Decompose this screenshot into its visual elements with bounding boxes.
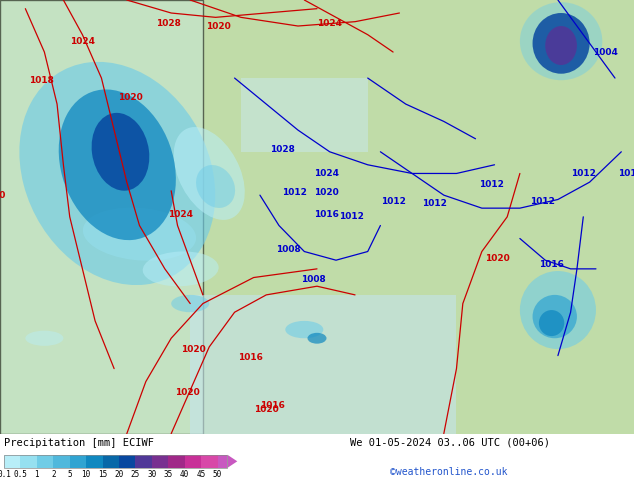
Bar	[119, 455, 136, 468]
Ellipse shape	[520, 2, 602, 80]
Bar	[103, 455, 119, 468]
Text: 1016: 1016	[314, 210, 339, 219]
Text: 1012: 1012	[618, 169, 634, 178]
Bar	[217, 455, 228, 468]
Text: 1008: 1008	[301, 275, 327, 284]
Ellipse shape	[285, 321, 323, 338]
Text: 1024: 1024	[317, 19, 342, 28]
Ellipse shape	[59, 90, 176, 240]
Bar	[86, 455, 103, 468]
Text: 50: 50	[213, 470, 222, 479]
Bar	[152, 455, 168, 468]
Text: 0.1: 0.1	[0, 470, 11, 479]
Text: 25: 25	[131, 470, 140, 479]
Ellipse shape	[91, 113, 150, 191]
Text: 1: 1	[34, 470, 39, 479]
Text: 1012: 1012	[380, 197, 406, 206]
Text: 1020: 1020	[174, 388, 200, 397]
Text: 20: 20	[114, 470, 124, 479]
Text: 1008: 1008	[276, 245, 301, 254]
Polygon shape	[228, 455, 237, 468]
Text: 10: 10	[82, 470, 91, 479]
Text: 1020: 1020	[485, 253, 510, 263]
Text: 15: 15	[98, 470, 107, 479]
Text: 35: 35	[164, 470, 173, 479]
Bar	[168, 455, 184, 468]
Bar	[37, 455, 53, 468]
Ellipse shape	[25, 331, 63, 346]
Ellipse shape	[171, 295, 209, 312]
Text: 1012: 1012	[282, 189, 307, 197]
Bar	[20, 455, 37, 468]
Ellipse shape	[143, 251, 219, 286]
Text: 30: 30	[0, 191, 6, 199]
Text: 1028: 1028	[155, 19, 181, 28]
Text: 1020: 1020	[181, 344, 206, 354]
Ellipse shape	[20, 62, 215, 285]
Text: 40: 40	[180, 470, 190, 479]
Text: 1016: 1016	[539, 260, 564, 269]
Bar	[184, 455, 201, 468]
Text: 45: 45	[197, 470, 206, 479]
Text: 1020: 1020	[117, 93, 143, 102]
Ellipse shape	[174, 127, 245, 220]
Ellipse shape	[545, 26, 577, 65]
Text: 2: 2	[51, 470, 56, 479]
Text: We 01-05-2024 03..06 UTC (00+06): We 01-05-2024 03..06 UTC (00+06)	[350, 438, 550, 448]
Text: 1018: 1018	[29, 76, 54, 85]
Bar	[4, 455, 20, 468]
Text: 1020: 1020	[206, 22, 231, 30]
Text: ©weatheronline.co.uk: ©weatheronline.co.uk	[390, 467, 507, 477]
Text: 1020: 1020	[314, 189, 339, 197]
Text: 1016: 1016	[260, 401, 285, 410]
Ellipse shape	[196, 165, 235, 208]
Bar	[70, 455, 86, 468]
Text: 1024: 1024	[314, 169, 339, 178]
Text: 1028: 1028	[269, 145, 295, 154]
Bar	[4, 455, 228, 468]
Bar	[136, 455, 152, 468]
Ellipse shape	[307, 333, 327, 343]
Bar	[201, 455, 217, 468]
Text: 5: 5	[67, 470, 72, 479]
Text: 1012: 1012	[571, 169, 596, 178]
Ellipse shape	[533, 13, 590, 74]
Text: 1012: 1012	[422, 199, 447, 208]
Text: 1016: 1016	[238, 353, 263, 362]
Polygon shape	[190, 295, 456, 434]
Text: 1020: 1020	[254, 405, 279, 415]
Ellipse shape	[533, 295, 577, 338]
FancyBboxPatch shape	[0, 0, 203, 434]
Text: 1004: 1004	[593, 48, 618, 56]
Ellipse shape	[520, 271, 596, 349]
Text: 0.5: 0.5	[13, 470, 27, 479]
Bar	[53, 455, 70, 468]
Text: 30: 30	[147, 470, 157, 479]
Text: 1024: 1024	[168, 210, 193, 219]
Text: 1012: 1012	[529, 197, 555, 206]
Text: Precipitation [mm] ECIWF: Precipitation [mm] ECIWF	[4, 438, 154, 448]
Polygon shape	[241, 78, 368, 152]
Ellipse shape	[83, 208, 196, 261]
Text: 1012: 1012	[339, 212, 365, 221]
Ellipse shape	[539, 310, 564, 336]
Text: 1012: 1012	[479, 180, 504, 189]
Text: 1024: 1024	[70, 37, 95, 46]
